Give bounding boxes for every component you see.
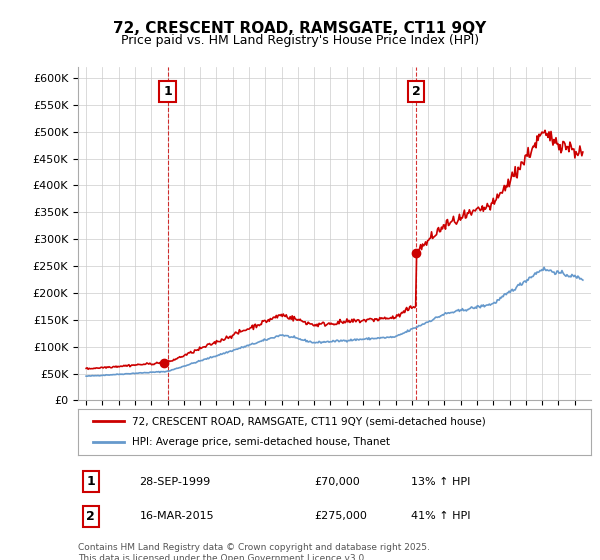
Text: 13% ↑ HPI: 13% ↑ HPI: [412, 477, 471, 487]
Text: HPI: Average price, semi-detached house, Thanet: HPI: Average price, semi-detached house,…: [132, 437, 390, 447]
Text: 16-MAR-2015: 16-MAR-2015: [140, 511, 214, 521]
Text: 1: 1: [86, 475, 95, 488]
Text: 28-SEP-1999: 28-SEP-1999: [140, 477, 211, 487]
Text: 41% ↑ HPI: 41% ↑ HPI: [412, 511, 471, 521]
Text: 2: 2: [412, 85, 421, 98]
Text: Contains HM Land Registry data © Crown copyright and database right 2025.
This d: Contains HM Land Registry data © Crown c…: [78, 543, 430, 560]
Text: 72, CRESCENT ROAD, RAMSGATE, CT11 9QY: 72, CRESCENT ROAD, RAMSGATE, CT11 9QY: [113, 21, 487, 36]
Text: 1: 1: [163, 85, 172, 98]
Text: 72, CRESCENT ROAD, RAMSGATE, CT11 9QY (semi-detached house): 72, CRESCENT ROAD, RAMSGATE, CT11 9QY (s…: [132, 416, 485, 426]
Text: Price paid vs. HM Land Registry's House Price Index (HPI): Price paid vs. HM Land Registry's House …: [121, 34, 479, 46]
Text: 2: 2: [86, 510, 95, 523]
Text: £275,000: £275,000: [314, 511, 367, 521]
Text: £70,000: £70,000: [314, 477, 360, 487]
